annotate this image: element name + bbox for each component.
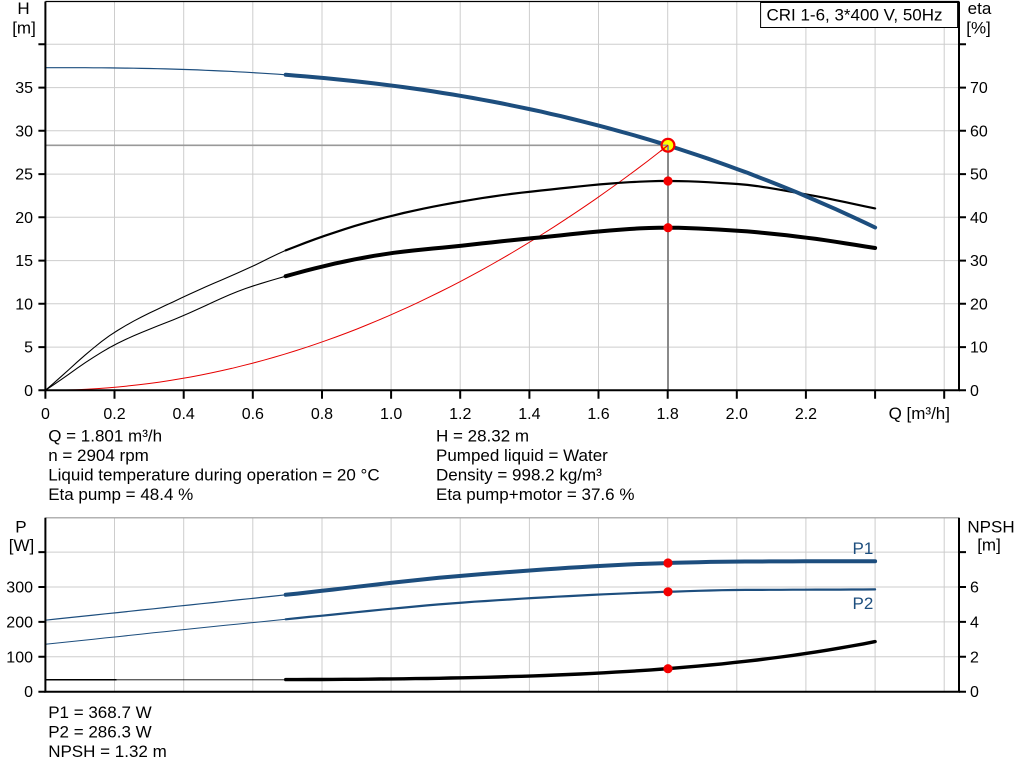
svg-text:2.2: 2.2 <box>795 406 817 423</box>
svg-text:50: 50 <box>970 167 988 184</box>
svg-text:0.2: 0.2 <box>103 406 125 423</box>
svg-text:1.0: 1.0 <box>380 406 402 423</box>
svg-text:6: 6 <box>970 580 979 597</box>
svg-text:Eta pump+motor = 37.6 %: Eta pump+motor = 37.6 % <box>436 485 634 504</box>
svg-text:0: 0 <box>24 383 33 400</box>
svg-text:0: 0 <box>24 684 33 701</box>
svg-text:Q = 1.801 m³/h: Q = 1.801 m³/h <box>48 426 162 445</box>
svg-text:4: 4 <box>970 614 979 631</box>
svg-text:P1: P1 <box>853 539 874 558</box>
svg-text:35: 35 <box>15 80 33 97</box>
svg-text:H = 28.32 m: H = 28.32 m <box>436 426 529 445</box>
svg-text:0.6: 0.6 <box>242 406 264 423</box>
svg-text:1.6: 1.6 <box>587 406 609 423</box>
svg-text:0: 0 <box>970 684 979 701</box>
svg-text:Q [m³/h]: Q [m³/h] <box>889 404 950 423</box>
svg-text:Pumped liquid = Water: Pumped liquid = Water <box>436 446 608 465</box>
svg-text:1.2: 1.2 <box>449 406 471 423</box>
svg-text:5: 5 <box>24 340 33 357</box>
svg-text:10: 10 <box>970 340 988 357</box>
svg-text:30: 30 <box>970 253 988 270</box>
svg-text:2: 2 <box>970 649 979 666</box>
svg-text:Liquid temperature during oper: Liquid temperature during operation = 20… <box>48 466 379 485</box>
svg-text:10: 10 <box>15 296 33 313</box>
svg-text:CRI 1-6, 3*400 V, 50Hz: CRI 1-6, 3*400 V, 50Hz <box>766 6 942 25</box>
svg-text:[m]: [m] <box>12 19 36 38</box>
svg-text:70: 70 <box>970 80 988 97</box>
svg-text:200: 200 <box>6 614 33 631</box>
svg-text:P2 = 286.3 W: P2 = 286.3 W <box>48 723 151 742</box>
svg-text:Density = 998.2 kg/m³: Density = 998.2 kg/m³ <box>436 466 602 485</box>
svg-text:n = 2904 rpm: n = 2904 rpm <box>48 446 149 465</box>
svg-text:[m]: [m] <box>977 536 1001 555</box>
svg-text:0.8: 0.8 <box>311 406 333 423</box>
svg-text:0: 0 <box>970 383 979 400</box>
svg-text:2.0: 2.0 <box>726 406 748 423</box>
svg-text:0.4: 0.4 <box>173 406 195 423</box>
svg-text:H: H <box>17 0 29 18</box>
svg-text:NPSH: NPSH <box>967 518 1014 537</box>
svg-text:P2: P2 <box>853 594 874 613</box>
svg-text:P1 = 368.7 W: P1 = 368.7 W <box>48 703 151 722</box>
svg-text:25: 25 <box>15 167 33 184</box>
svg-text:0: 0 <box>41 406 50 423</box>
svg-text:300: 300 <box>6 580 33 597</box>
svg-text:NPSH = 1.32 m: NPSH = 1.32 m <box>48 742 167 761</box>
svg-text:15: 15 <box>15 253 33 270</box>
svg-text:60: 60 <box>970 123 988 140</box>
svg-text:40: 40 <box>970 210 988 227</box>
svg-text:100: 100 <box>6 649 33 666</box>
svg-text:[W]: [W] <box>9 536 35 555</box>
svg-text:20: 20 <box>970 296 988 313</box>
svg-text:eta: eta <box>968 0 992 18</box>
svg-text:P: P <box>15 518 26 537</box>
svg-text:[%]: [%] <box>966 19 991 38</box>
svg-text:1.4: 1.4 <box>518 406 540 423</box>
svg-text:Eta pump = 48.4 %: Eta pump = 48.4 % <box>48 485 193 504</box>
svg-text:30: 30 <box>15 123 33 140</box>
svg-text:1.8: 1.8 <box>657 406 679 423</box>
svg-text:20: 20 <box>15 210 33 227</box>
